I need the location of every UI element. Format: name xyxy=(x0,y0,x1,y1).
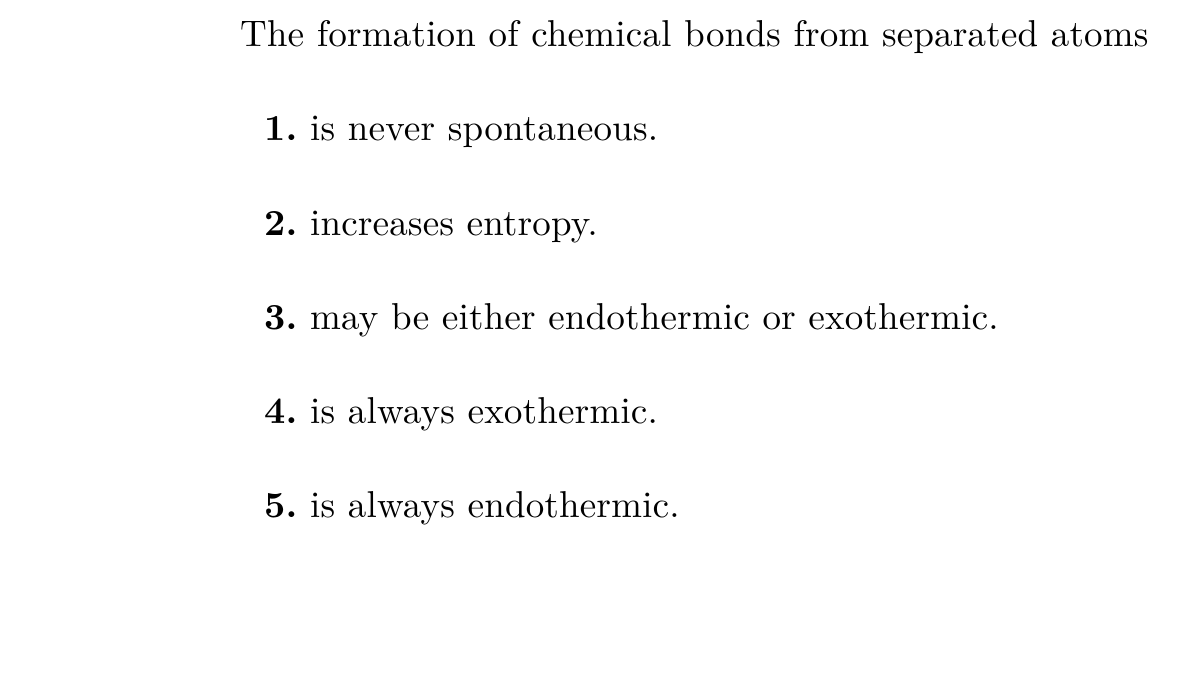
option-text: is always exothermic. xyxy=(310,381,658,434)
option-text: is never spontaneous. xyxy=(310,98,658,151)
option-number: 3. xyxy=(264,287,297,340)
option-text: is always endothermic. xyxy=(310,475,680,528)
option-2: 2. increases entropy. xyxy=(240,197,1150,243)
option-number: 5. xyxy=(264,475,297,528)
option-number: 1. xyxy=(264,98,297,151)
option-number: 2. xyxy=(264,193,297,246)
question-block: The formation of chemical bonds from sep… xyxy=(0,0,1200,526)
option-4: 4. is always exothermic. xyxy=(240,385,1150,431)
question-stem: The formation of chemical bonds from sep… xyxy=(240,8,1150,54)
option-number: 4. xyxy=(264,381,297,434)
option-text: may be either endothermic or exother­mic… xyxy=(310,287,999,340)
option-3: 3. may be either endothermic or exother­… xyxy=(240,291,1150,337)
option-1: 1. is never spontaneous. xyxy=(240,102,1150,148)
option-text: increases entropy. xyxy=(310,193,598,246)
option-5: 5. is always endothermic. xyxy=(240,479,1150,525)
